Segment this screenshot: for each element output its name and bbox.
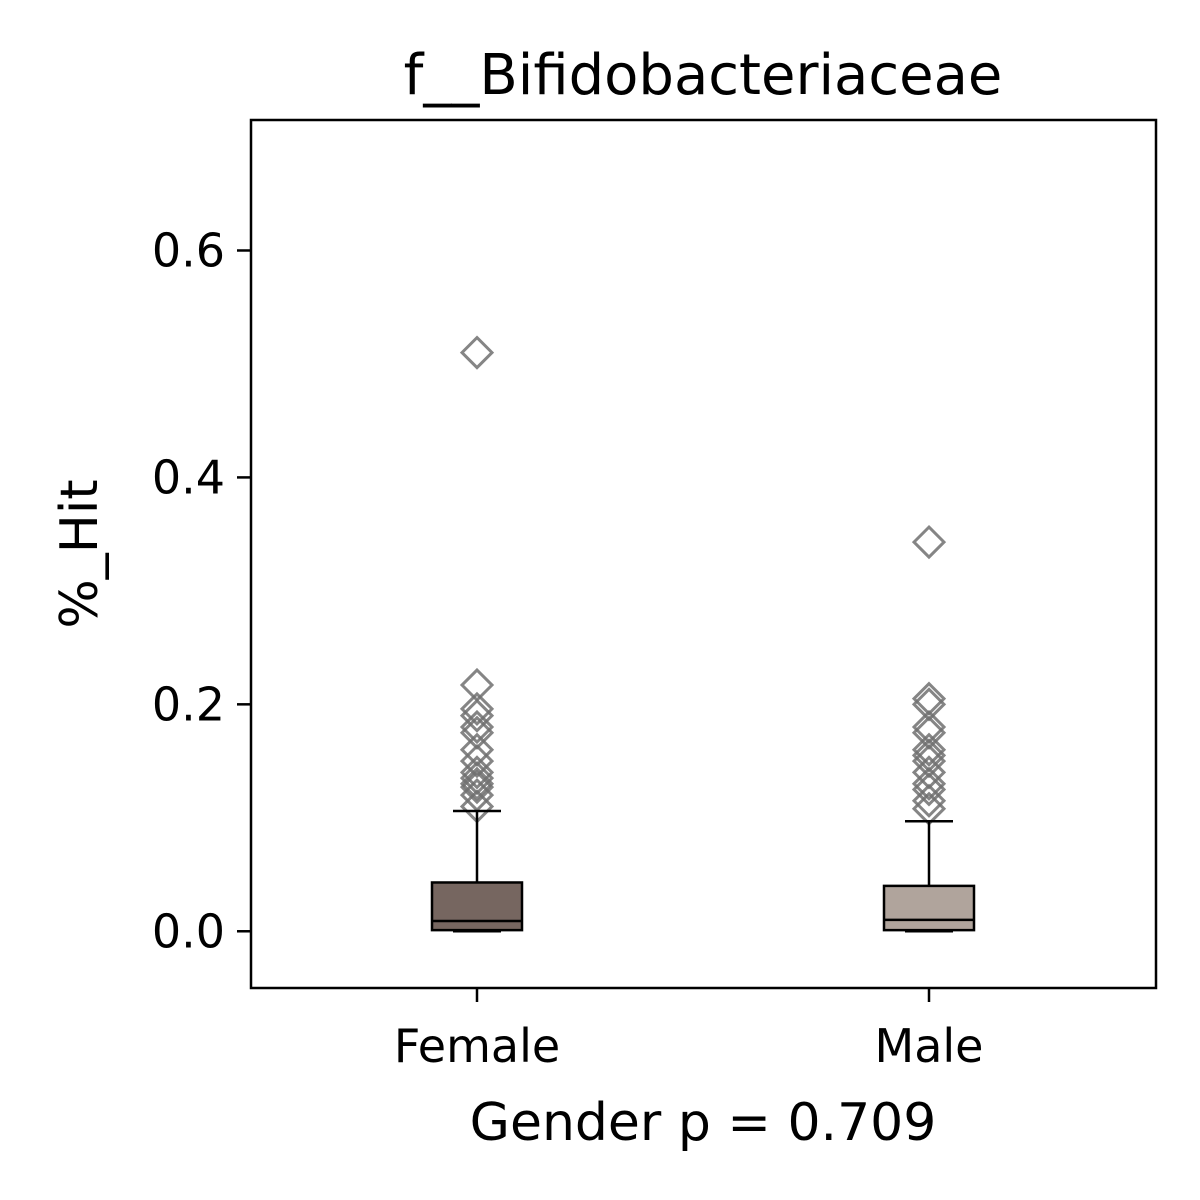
box-female [430, 335, 524, 933]
outlier-point [459, 691, 495, 726]
outlier-point [911, 732, 947, 767]
iqr-box [430, 881, 524, 932]
x-tick-label: Female [394, 1019, 560, 1073]
y-tick-label: 0.2 [152, 677, 225, 731]
chart-title: f__Bifidobacteriaceae [404, 43, 1003, 108]
y-tick-label: 0.4 [152, 450, 225, 504]
outlier-point [459, 766, 495, 801]
y-tick-label: 0.6 [152, 223, 225, 277]
x-axis-label: Gender p = 0.709 [470, 1093, 937, 1153]
outlier-point [459, 335, 495, 370]
plot-frame [249, 118, 1158, 990]
outlier-point [459, 709, 495, 745]
outlier-point [459, 743, 495, 779]
outlier-point [911, 772, 947, 807]
axes: 0.0 0.2 0.4 0.6 Female Male [152, 223, 984, 1073]
iqr-box [882, 884, 976, 932]
outlier-point [459, 770, 495, 805]
x-tick-label: Male [875, 1019, 984, 1073]
outlier-point [911, 766, 947, 801]
outlier-point [459, 755, 495, 790]
outlier-point [459, 698, 495, 733]
outlier-point [911, 783, 947, 818]
plot-area [430, 335, 976, 933]
y-tick-label: 0.0 [152, 904, 225, 958]
y-axis-label: %_Hit [50, 479, 110, 628]
box-male [882, 524, 976, 933]
outlier-point [911, 524, 947, 560]
